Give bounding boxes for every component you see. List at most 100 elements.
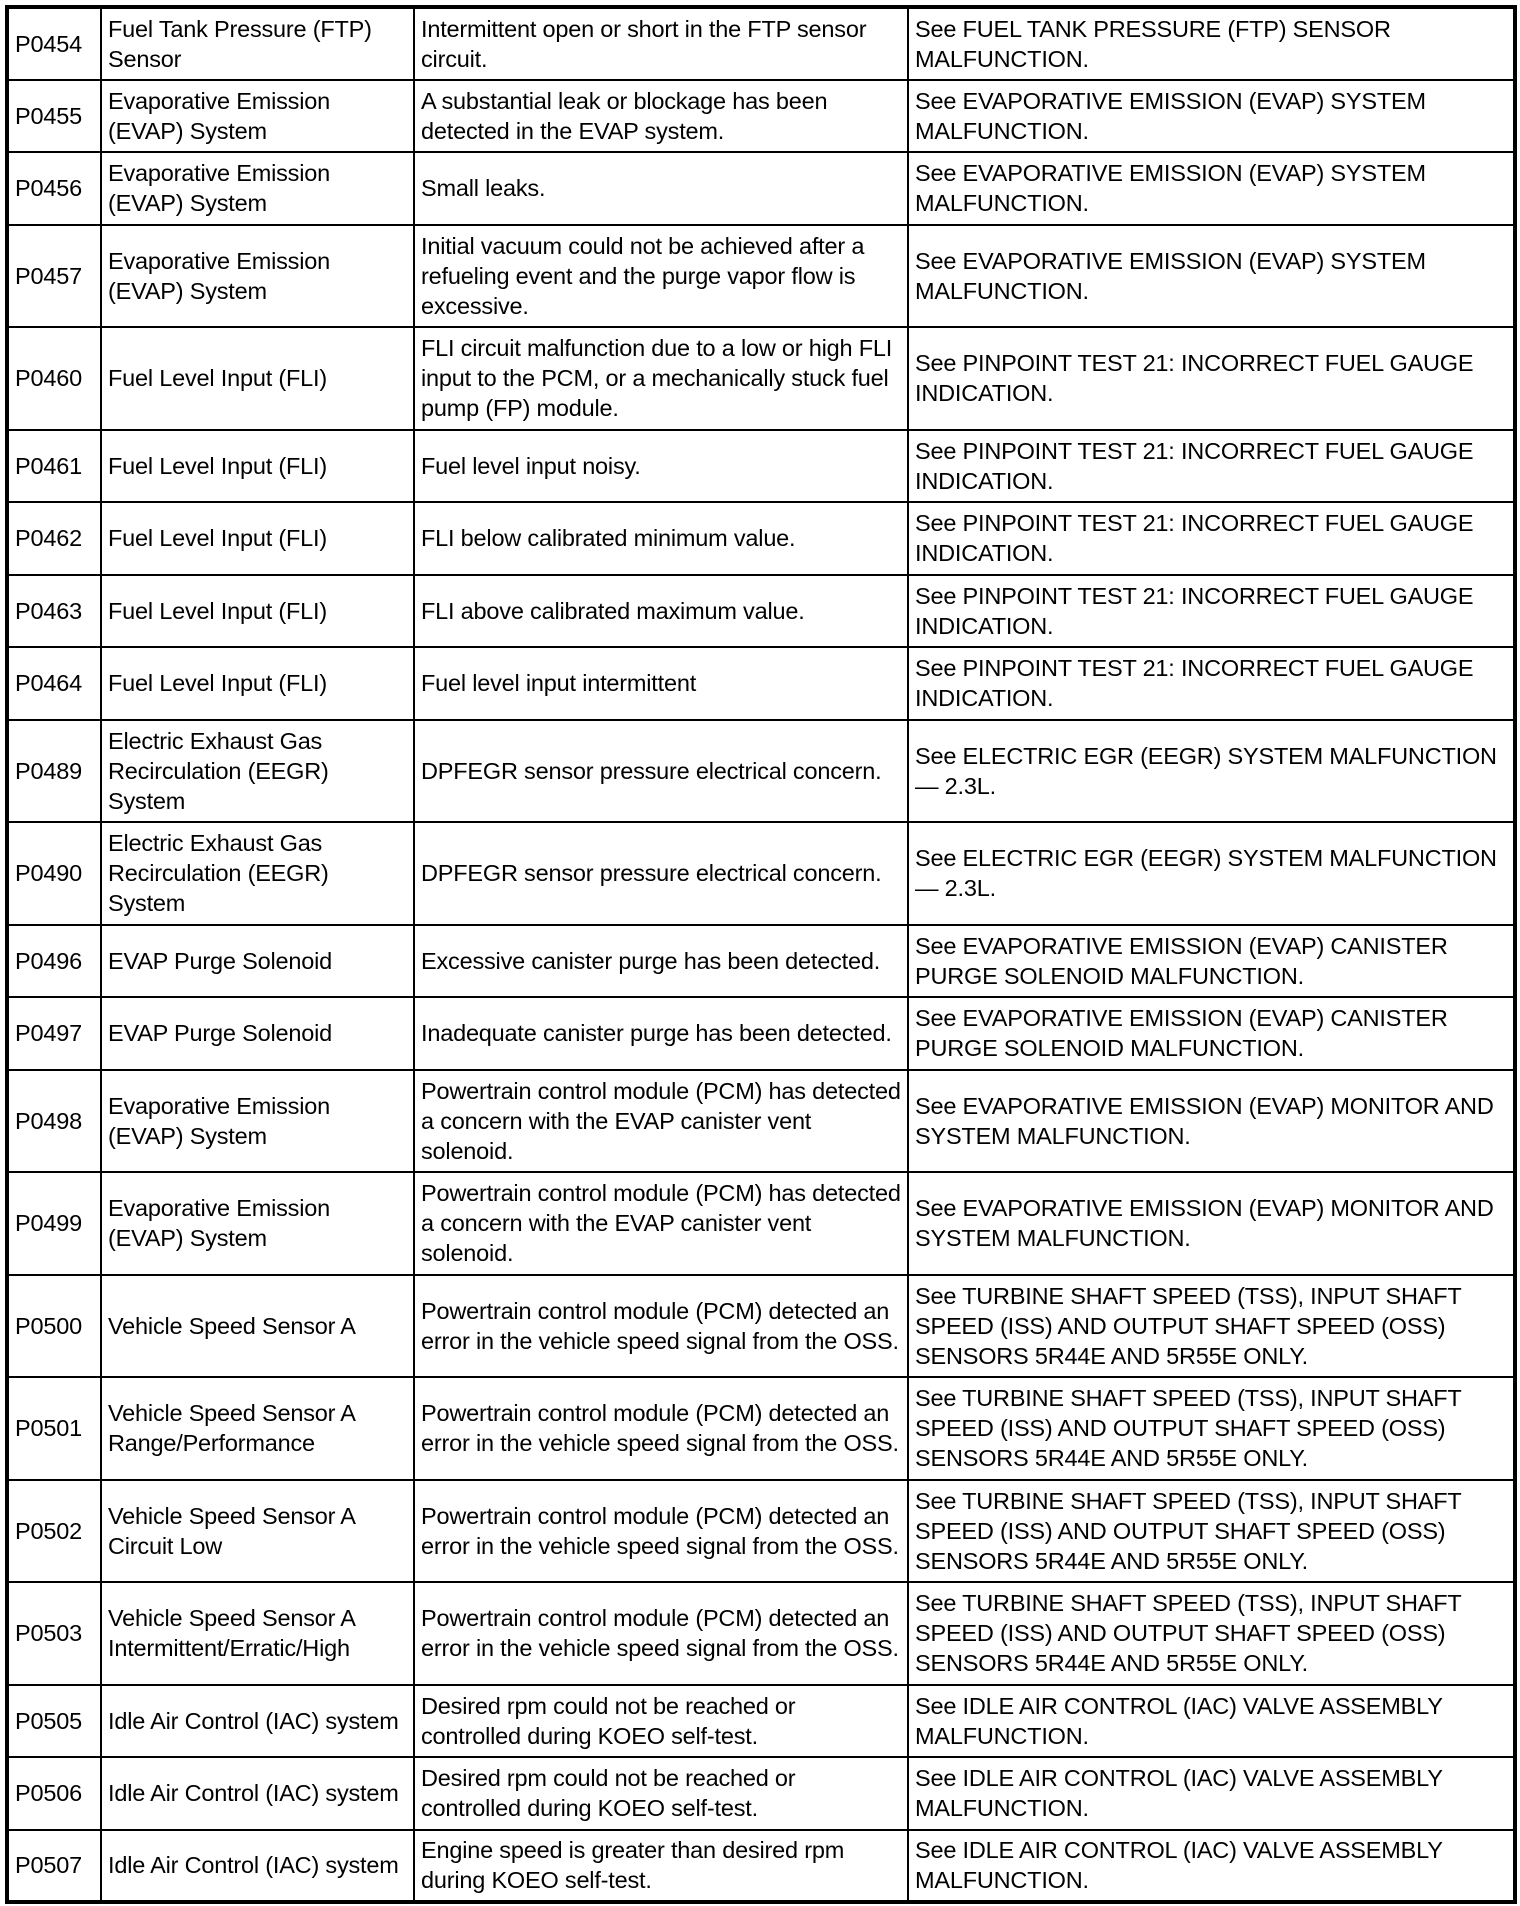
description-cell: Powertrain control module (PCM) detected… <box>413 1376 909 1481</box>
system-cell: Idle Air Control (IAC) system <box>100 1828 415 1903</box>
table-row: P0499 Evaporative Emission (EVAP) System P… <box>6 1171 1516 1276</box>
dtc-code-cell: P0457 <box>6 223 102 328</box>
table-row: P0496 EVAP Purge Solenoid Excessive canist… <box>6 923 1516 998</box>
table-row: P0503 Vehicle Speed Sensor A Intermittent… <box>6 1581 1516 1686</box>
description-cell: Desired rpm could not be reached or cont… <box>413 1683 909 1758</box>
action-cell: See EVAPORATIVE EMISSION (EVAP) CANISTER… <box>907 996 1516 1071</box>
system-cell: Fuel Level Input (FLI) <box>100 326 415 431</box>
system-cell: Fuel Level Input (FLI) <box>100 646 415 721</box>
dtc-code-cell: P0503 <box>6 1581 102 1686</box>
dtc-code-cell: P0505 <box>6 1683 102 1758</box>
action-cell: See TURBINE SHAFT SPEED (TSS), INPUT SHA… <box>907 1581 1516 1686</box>
description-cell: DPFEGR sensor pressure electrical concer… <box>413 718 909 823</box>
dtc-table: P0454 Fuel Tank Pressure (FTP) Sensor Inte… <box>5 5 1517 1904</box>
description-cell: Powertrain control module (PCM) detected… <box>413 1273 909 1378</box>
action-cell: See PINPOINT TEST 21: INCORRECT FUEL GAU… <box>907 326 1516 431</box>
dtc-code-cell: P0501 <box>6 1376 102 1481</box>
description-cell: Excessive canister purge has been detect… <box>413 923 909 998</box>
system-cell: Evaporative Emission (EVAP) System <box>100 151 415 226</box>
dtc-code-cell: P0489 <box>6 718 102 823</box>
dtc-code-cell: P0456 <box>6 151 102 226</box>
description-cell: FLI above calibrated maximum value. <box>413 573 909 648</box>
action-cell: See IDLE AIR CONTROL (IAC) VALVE ASSEMBL… <box>907 1756 1516 1831</box>
table-row: P0506 Idle Air Control (IAC) system Desire… <box>6 1756 1516 1831</box>
action-cell: See PINPOINT TEST 21: INCORRECT FUEL GAU… <box>907 501 1516 576</box>
description-cell: Initial vacuum could not be achieved aft… <box>413 223 909 328</box>
dtc-code-cell: P0502 <box>6 1478 102 1583</box>
action-cell: See IDLE AIR CONTROL (IAC) VALVE ASSEMBL… <box>907 1683 1516 1758</box>
action-cell: See PINPOINT TEST 21: INCORRECT FUEL GAU… <box>907 646 1516 721</box>
table-row: P0464 Fuel Level Input (FLI) Fuel level in… <box>6 646 1516 721</box>
description-cell: Powertrain control module (PCM) has dete… <box>413 1171 909 1276</box>
dtc-code-cell: P0490 <box>6 821 102 926</box>
action-cell: See TURBINE SHAFT SPEED (TSS), INPUT SHA… <box>907 1273 1516 1378</box>
table-row: P0489 Electric Exhaust Gas Recirculation … <box>6 718 1516 823</box>
action-cell: See EVAPORATIVE EMISSION (EVAP) SYSTEM M… <box>907 223 1516 328</box>
description-cell: Fuel level input intermittent <box>413 646 909 721</box>
dtc-code-cell: P0506 <box>6 1756 102 1831</box>
system-cell: Fuel Level Input (FLI) <box>100 573 415 648</box>
system-cell: Idle Air Control (IAC) system <box>100 1683 415 1758</box>
action-cell: See ELECTRIC EGR (EEGR) SYSTEM MALFUNCTI… <box>907 821 1516 926</box>
dtc-table-body: P0454 Fuel Tank Pressure (FTP) Sensor Inte… <box>6 6 1516 1903</box>
table-row: P0505 Idle Air Control (IAC) system Desire… <box>6 1683 1516 1758</box>
dtc-code-cell: P0454 <box>6 6 102 81</box>
action-cell: See TURBINE SHAFT SPEED (TSS), INPUT SHA… <box>907 1376 1516 1481</box>
dtc-code-cell: P0455 <box>6 78 102 153</box>
description-cell: A substantial leak or blockage has been … <box>413 78 909 153</box>
dtc-code-cell: P0464 <box>6 646 102 721</box>
system-cell: Evaporative Emission (EVAP) System <box>100 78 415 153</box>
system-cell: Electric Exhaust Gas Recirculation (EEGR… <box>100 821 415 926</box>
description-cell: FLI circuit malfunction due to a low or … <box>413 326 909 431</box>
dtc-code-cell: P0499 <box>6 1171 102 1276</box>
action-cell: See FUEL TANK PRESSURE (FTP) SENSOR MALF… <box>907 6 1516 81</box>
description-cell: Powertrain control module (PCM) detected… <box>413 1581 909 1686</box>
table-row: P0462 Fuel Level Input (FLI) FLI below cal… <box>6 501 1516 576</box>
table-row: P0490 Electric Exhaust Gas Recirculation … <box>6 821 1516 926</box>
system-cell: Fuel Level Input (FLI) <box>100 501 415 576</box>
description-cell: Intermittent open or short in the FTP se… <box>413 6 909 81</box>
action-cell: See EVAPORATIVE EMISSION (EVAP) SYSTEM M… <box>907 78 1516 153</box>
action-cell: See EVAPORATIVE EMISSION (EVAP) MONITOR … <box>907 1068 1516 1173</box>
description-cell: Powertrain control module (PCM) has dete… <box>413 1068 909 1173</box>
action-cell: See TURBINE SHAFT SPEED (TSS), INPUT SHA… <box>907 1478 1516 1583</box>
system-cell: EVAP Purge Solenoid <box>100 996 415 1071</box>
table-row: P0501 Vehicle Speed Sensor A Range/Perfor… <box>6 1376 1516 1481</box>
description-cell: Inadequate canister purge has been detec… <box>413 996 909 1071</box>
system-cell: Evaporative Emission (EVAP) System <box>100 1171 415 1276</box>
table-row: P0502 Vehicle Speed Sensor A Circuit Low P… <box>6 1478 1516 1583</box>
action-cell: See IDLE AIR CONTROL (IAC) VALVE ASSEMBL… <box>907 1828 1516 1903</box>
description-cell: Fuel level input noisy. <box>413 428 909 503</box>
system-cell: Evaporative Emission (EVAP) System <box>100 223 415 328</box>
description-cell: Engine speed is greater than desired rpm… <box>413 1828 909 1903</box>
dtc-code-cell: P0496 <box>6 923 102 998</box>
system-cell: Vehicle Speed Sensor A Range/Performance <box>100 1376 415 1481</box>
system-cell: Electric Exhaust Gas Recirculation (EEGR… <box>100 718 415 823</box>
dtc-code-cell: P0507 <box>6 1828 102 1903</box>
dtc-code-cell: P0460 <box>6 326 102 431</box>
system-cell: Vehicle Speed Sensor A <box>100 1273 415 1378</box>
system-cell: Idle Air Control (IAC) system <box>100 1756 415 1831</box>
system-cell: EVAP Purge Solenoid <box>100 923 415 998</box>
system-cell: Fuel Level Input (FLI) <box>100 428 415 503</box>
table-row: P0498 Evaporative Emission (EVAP) System P… <box>6 1068 1516 1173</box>
action-cell: See ELECTRIC EGR (EEGR) SYSTEM MALFUNCTI… <box>907 718 1516 823</box>
system-cell: Fuel Tank Pressure (FTP) Sensor <box>100 6 415 81</box>
system-cell: Evaporative Emission (EVAP) System <box>100 1068 415 1173</box>
action-cell: See PINPOINT TEST 21: INCORRECT FUEL GAU… <box>907 428 1516 503</box>
dtc-code-cell: P0463 <box>6 573 102 648</box>
table-row: P0457 Evaporative Emission (EVAP) System I… <box>6 223 1516 328</box>
system-cell: Vehicle Speed Sensor A Intermittent/Erra… <box>100 1581 415 1686</box>
table-row: P0497 EVAP Purge Solenoid Inadequate canis… <box>6 996 1516 1071</box>
table-row: P0500 Vehicle Speed Sensor A Powertrain co… <box>6 1273 1516 1378</box>
table-row: P0455 Evaporative Emission (EVAP) System A… <box>6 78 1516 153</box>
description-cell: Powertrain control module (PCM) detected… <box>413 1478 909 1583</box>
description-cell: FLI below calibrated minimum value. <box>413 501 909 576</box>
table-row: P0463 Fuel Level Input (FLI) FLI above cal… <box>6 573 1516 648</box>
dtc-code-cell: P0498 <box>6 1068 102 1173</box>
action-cell: See EVAPORATIVE EMISSION (EVAP) MONITOR … <box>907 1171 1516 1276</box>
dtc-code-cell: P0461 <box>6 428 102 503</box>
table-row: P0460 Fuel Level Input (FLI) FLI circuit m… <box>6 326 1516 431</box>
dtc-code-cell: P0500 <box>6 1273 102 1378</box>
table-row: P0454 Fuel Tank Pressure (FTP) Sensor Inte… <box>6 6 1516 81</box>
